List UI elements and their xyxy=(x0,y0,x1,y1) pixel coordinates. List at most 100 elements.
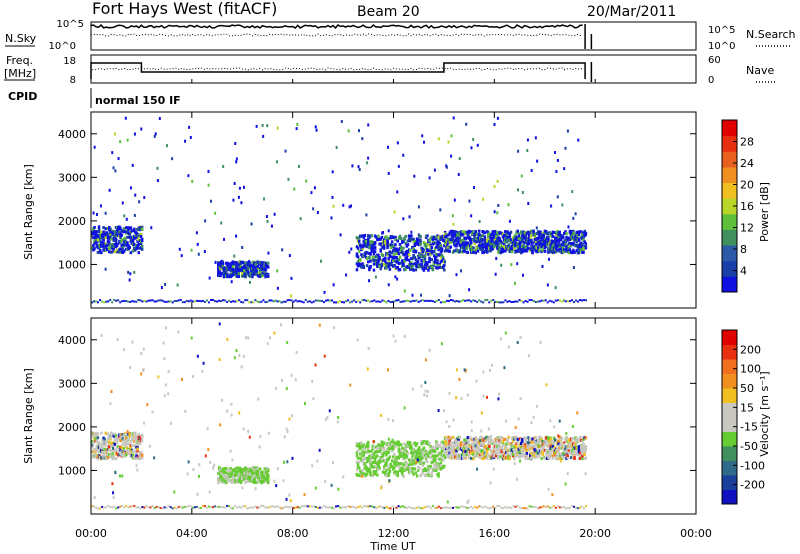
echo-cell xyxy=(380,457,384,461)
echo-near-range xyxy=(149,506,152,509)
echo-cell xyxy=(367,447,370,451)
echo-cell xyxy=(439,255,443,259)
echo-cell xyxy=(110,444,113,448)
echo-cell xyxy=(108,444,111,448)
echo-scatter xyxy=(580,448,583,452)
echo-cell xyxy=(432,250,436,254)
echo-cell xyxy=(96,436,100,440)
echo-near-range xyxy=(224,299,227,302)
echo-cell xyxy=(356,255,360,259)
echo-cell xyxy=(525,451,529,455)
echo-cell xyxy=(482,245,485,249)
echo-cell xyxy=(540,438,543,442)
echo-scatter xyxy=(275,160,278,164)
echo-scatter xyxy=(445,165,448,169)
echo-cell xyxy=(128,245,131,249)
echo-cell xyxy=(476,249,480,253)
echo-cell xyxy=(361,247,364,251)
echo-cell xyxy=(237,473,240,477)
echo-cell xyxy=(407,471,411,475)
echo-cell xyxy=(516,441,520,445)
echo-cell xyxy=(362,264,365,268)
echo-scatter xyxy=(578,237,581,241)
echo-cell xyxy=(134,437,137,441)
echo-cell xyxy=(390,442,394,446)
echo-cell xyxy=(114,240,118,244)
echo-near-range xyxy=(131,300,134,303)
echo-cell xyxy=(235,261,238,265)
echo-scatter xyxy=(448,294,451,298)
echo-cell xyxy=(410,261,413,265)
echo-scatter xyxy=(468,199,471,203)
echo-cell xyxy=(370,463,373,467)
echo-cell xyxy=(398,268,402,272)
echo-cell xyxy=(500,435,504,439)
echo-cell xyxy=(262,479,265,483)
echo-cell xyxy=(435,245,438,249)
echo-cell xyxy=(359,258,362,262)
echo-scatter xyxy=(394,275,397,279)
echo-cell xyxy=(479,234,482,238)
echo-cell xyxy=(459,241,463,245)
echo-scatter xyxy=(275,386,278,390)
echo-cell xyxy=(430,452,434,456)
echo-cell xyxy=(100,230,103,234)
echo-cell xyxy=(380,459,384,463)
echo-cell xyxy=(433,259,437,263)
echo-scatter xyxy=(330,483,333,487)
echo-cell xyxy=(409,248,412,252)
echo-scatter xyxy=(276,126,279,130)
echo-cell xyxy=(391,258,395,262)
echo-scatter xyxy=(420,293,423,297)
echo-scatter xyxy=(535,404,538,408)
echo-scatter xyxy=(447,140,450,144)
echo-cell xyxy=(551,445,555,449)
echo-cell xyxy=(394,470,397,474)
echo-cell xyxy=(266,475,270,479)
echo-cell xyxy=(505,453,508,457)
echo-cell xyxy=(95,243,99,247)
echo-scatter xyxy=(505,419,508,423)
echo-scatter xyxy=(112,496,115,500)
echo-scatter xyxy=(129,272,132,276)
echo-cell xyxy=(96,432,100,436)
echo-cell xyxy=(556,248,559,252)
echo-scatter xyxy=(305,179,308,183)
echo-cell xyxy=(511,439,515,443)
echo-cell xyxy=(391,245,395,249)
echo-cell xyxy=(122,442,126,446)
echo-cell xyxy=(445,233,448,237)
echo-scatter xyxy=(558,419,561,423)
echo-scatter xyxy=(312,397,315,401)
echo-scatter xyxy=(521,273,524,277)
echo-cell xyxy=(138,441,142,445)
echo-scatter xyxy=(577,138,580,142)
echo-scatter xyxy=(284,149,287,153)
echo-scatter xyxy=(241,486,244,490)
echo-cell xyxy=(429,464,432,468)
echo-cell xyxy=(567,441,571,445)
echo-cell xyxy=(115,248,119,252)
echo-cell xyxy=(394,235,397,239)
echo-cell xyxy=(471,449,474,453)
echo-cell xyxy=(472,457,475,461)
echo-near-range xyxy=(139,299,142,302)
echo-cell xyxy=(255,269,259,273)
echo-scatter xyxy=(581,444,584,448)
echo-near-range xyxy=(173,506,176,509)
echo-cell xyxy=(95,230,99,234)
echo-cell xyxy=(464,237,467,241)
echo-cell xyxy=(372,469,376,473)
echo-cell xyxy=(505,445,508,449)
echo-cell xyxy=(422,469,426,473)
echo-near-range xyxy=(532,300,535,303)
echo-near-range xyxy=(185,299,188,302)
echo-near-range xyxy=(554,299,557,302)
echo-scatter xyxy=(496,179,499,183)
colorbar-tick-label: 24 xyxy=(740,157,754,170)
echo-cell xyxy=(566,456,569,460)
echo-cell xyxy=(534,239,538,243)
echo-cell xyxy=(404,267,407,271)
echo-scatter xyxy=(153,456,156,460)
echo-near-range xyxy=(447,299,450,302)
